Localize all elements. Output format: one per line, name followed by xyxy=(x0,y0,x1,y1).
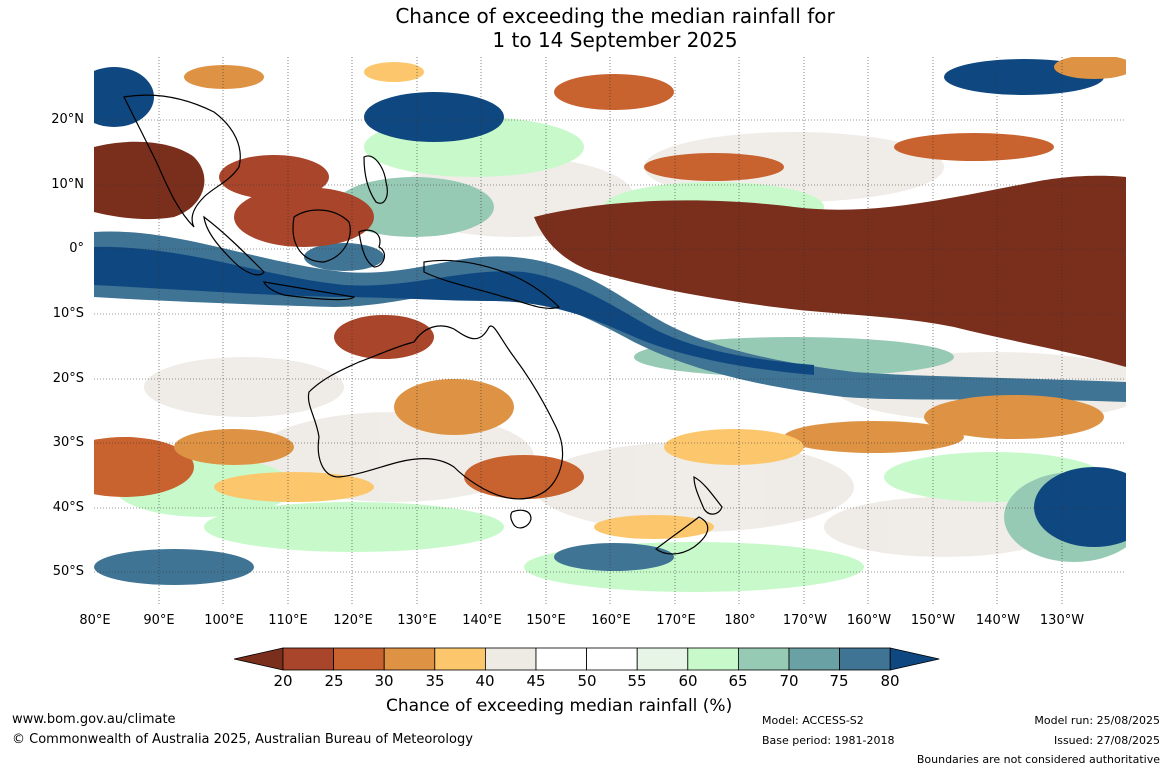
lon-label-170w: 170°W xyxy=(782,613,828,628)
colorbar-segment xyxy=(788,647,840,671)
colorbar-tick: 70 xyxy=(779,672,799,690)
lon-label-80e: 80°E xyxy=(79,613,111,628)
lon-label-140w: 140°W xyxy=(975,613,1021,628)
lat-label-20n: 20°N xyxy=(51,112,84,127)
lon-label-130w: 130°W xyxy=(1039,613,1085,628)
lon-label-150e: 150°E xyxy=(526,613,566,628)
website-link[interactable]: www.bom.gov.au/climate xyxy=(12,712,176,727)
colorbar-segment xyxy=(484,647,537,671)
lat-label-20s: 20°S xyxy=(52,371,84,386)
lon-label-100e: 100°E xyxy=(204,613,244,628)
model-run-date: Model run: 25/08/2025 xyxy=(1034,714,1160,727)
colorbar-segment xyxy=(687,647,739,671)
sulawesi-coastline xyxy=(358,229,386,268)
colorbar-tick: 80 xyxy=(880,672,900,690)
lon-label-180: 180° xyxy=(724,613,756,628)
colorbar-tick: 60 xyxy=(678,672,698,690)
lat-label-0: 0° xyxy=(69,241,84,256)
philippines-coastline xyxy=(363,155,388,204)
boundary-disclaimer: Boundaries are not considered authoritat… xyxy=(916,753,1160,766)
colorbar-tick: 45 xyxy=(526,672,546,690)
colorbar-tick: 75 xyxy=(829,672,849,690)
tasmania-coastline xyxy=(510,509,532,529)
colorbar-tick: 20 xyxy=(273,672,293,690)
colorbar-segment xyxy=(839,647,891,671)
colorbar-tick: 30 xyxy=(374,672,394,690)
colorbar-segment xyxy=(383,647,436,671)
colorbar-tick: 35 xyxy=(425,672,445,690)
lat-label-40s: 40°S xyxy=(52,500,84,515)
colorbar-segment xyxy=(434,647,486,671)
australia-coastline xyxy=(307,325,564,500)
map-title-line1: Chance of exceeding the median rainfall … xyxy=(395,4,835,28)
map-title: Chance of exceeding the median rainfall … xyxy=(0,4,1173,52)
colorbar-segment xyxy=(282,647,334,671)
lat-label-10s: 10°S xyxy=(52,306,84,321)
colorbar-tick: 50 xyxy=(577,672,597,690)
colorbar-segment xyxy=(737,647,790,671)
map-canvas xyxy=(94,57,1126,604)
lon-label-140e: 140°E xyxy=(462,613,502,628)
lon-label-130e: 130°E xyxy=(397,613,437,628)
colorbar-tick: 25 xyxy=(324,672,344,690)
java-coastline xyxy=(263,281,356,301)
rainfall-probability-map xyxy=(94,57,1126,604)
colorbar-segment xyxy=(535,647,587,671)
colorbar-above-arrow xyxy=(889,647,940,671)
se-asia-coastline xyxy=(123,94,241,228)
lon-label-150w: 150°W xyxy=(910,613,956,628)
lat-label-30s: 30°S xyxy=(52,435,84,450)
lon-label-90e: 90°E xyxy=(143,613,175,628)
lon-label-110e: 110°E xyxy=(268,613,308,628)
colorbar xyxy=(234,647,940,671)
colorbar-tick: 55 xyxy=(627,672,647,690)
sumatra-coastline xyxy=(203,215,265,276)
map-title-line2: 1 to 14 September 2025 xyxy=(492,28,738,52)
colorbar-title: Chance of exceeding median rainfall (%) xyxy=(386,696,733,716)
graticule xyxy=(94,57,1126,604)
borneo-coastline xyxy=(292,209,351,263)
lon-label-160e: 160°E xyxy=(591,613,631,628)
colorbar-segment xyxy=(636,647,689,671)
lon-label-170e: 170°E xyxy=(656,613,696,628)
lon-label-120e: 120°E xyxy=(333,613,373,628)
nz-north-island-coastline xyxy=(693,476,723,515)
nz-south-island-coastline xyxy=(655,516,709,555)
colorbar-segment xyxy=(586,647,638,671)
base-period: Base period: 1981-2018 xyxy=(762,734,895,747)
coastlines xyxy=(123,94,723,555)
colorbar-tick: 65 xyxy=(728,672,748,690)
new-guinea-coastline xyxy=(423,259,561,309)
colorbar-segment xyxy=(333,647,385,671)
lat-label-10n: 10°N xyxy=(51,177,84,192)
dry-brown-regions xyxy=(94,57,1126,539)
colorbar-below-arrow xyxy=(234,647,284,671)
copyright-text: © Commonwealth of Australia 2025, Austra… xyxy=(12,732,473,747)
issued-date: Issued: 27/08/2025 xyxy=(1053,734,1160,747)
lon-label-160w: 160°W xyxy=(846,613,892,628)
colorbar-tick: 40 xyxy=(475,672,495,690)
model-name: Model: ACCESS-S2 xyxy=(762,714,864,727)
lat-label-50s: 50°S xyxy=(52,564,84,579)
